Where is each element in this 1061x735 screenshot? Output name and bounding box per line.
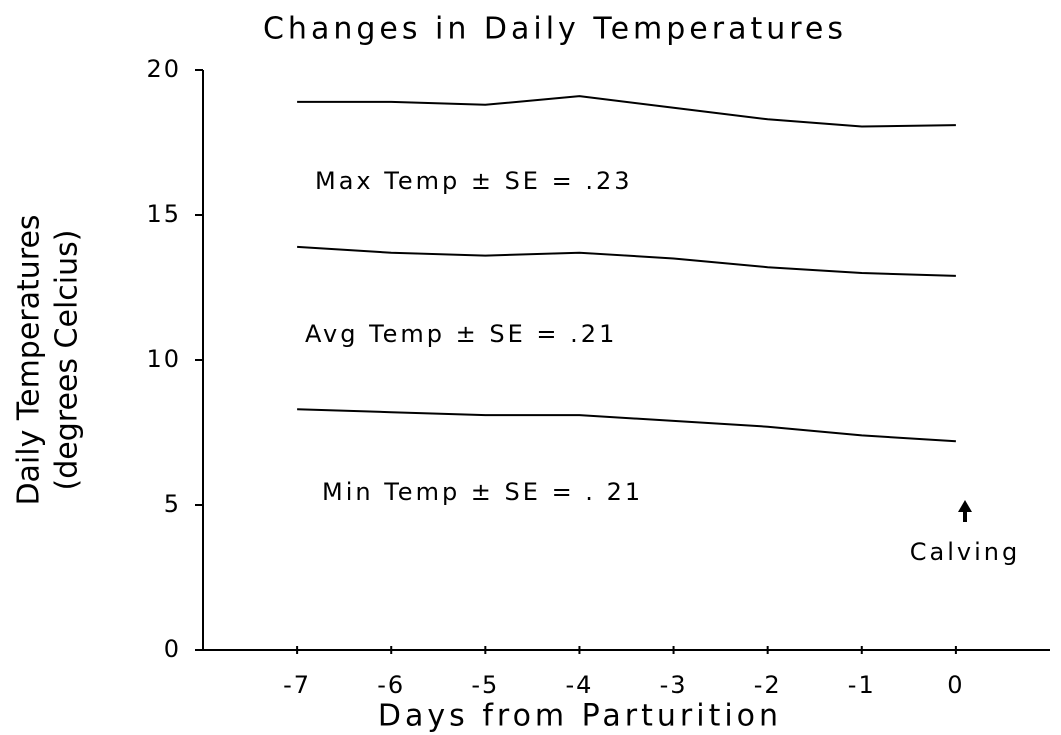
y-tick-label: 20 [146,55,181,83]
y-axis-label-line: Daily Temperatures [12,214,47,505]
y-tick-label: 0 [164,635,181,663]
x-tick-label: 0 [947,671,964,699]
y-tick-label: 5 [164,490,181,518]
line [297,245,956,277]
annotation: Calving [910,538,1020,566]
x-tick-label: -5 [471,671,499,699]
x-tick-label: -4 [565,671,593,699]
y-tick-label: 15 [146,200,181,228]
annotation: Min Temp ± SE = . 21 [322,478,643,506]
y-axis-label-line: (degrees Celcius) [50,230,85,491]
calving-arrow [958,500,972,522]
y-tick-label: 10 [146,345,181,373]
line [297,408,956,443]
chart-title: Changes in Daily Temperatures [263,12,847,47]
x-tick-label: -7 [283,671,311,699]
annotation: Avg Temp ± SE = .21 [305,320,617,348]
x-tick-label: -1 [848,671,876,699]
x-tick-label: -6 [377,671,405,699]
x-tick-label: -3 [660,671,688,699]
x-tick-label: -2 [754,671,782,699]
annotation: Max Temp ± SE = .23 [315,167,633,195]
y-axis-label: Daily Temperatures (degrees Celcius) [12,214,85,505]
line [297,95,956,128]
x-axis-label: Days from Parturition [378,699,782,734]
